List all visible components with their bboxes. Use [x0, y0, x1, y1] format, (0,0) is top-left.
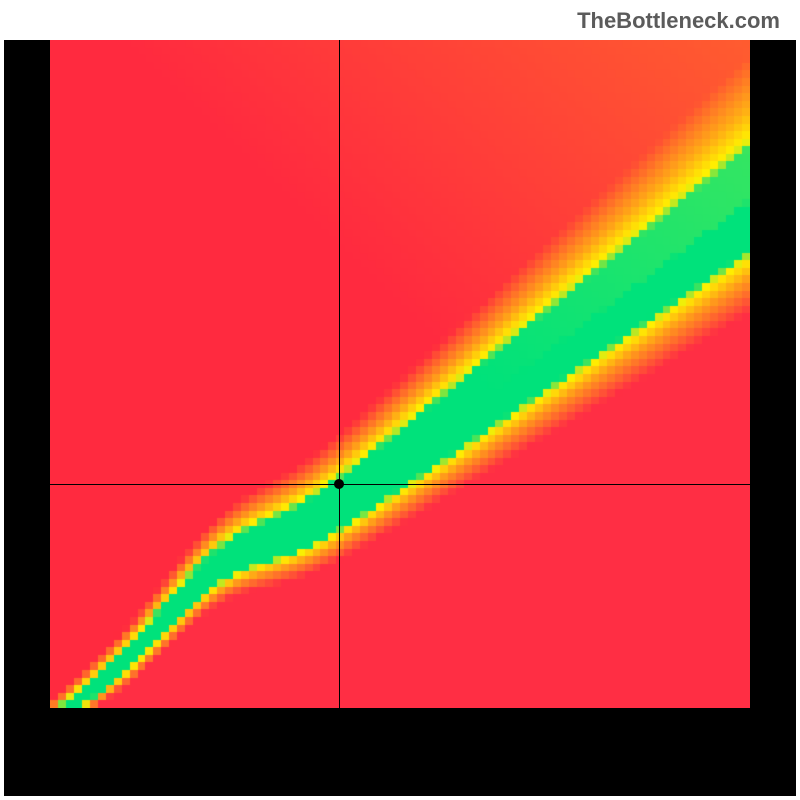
- crosshair-vertical: [339, 40, 340, 708]
- crosshair-horizontal: [50, 484, 750, 485]
- bottleneck-heatmap: [50, 40, 750, 708]
- attribution-text: TheBottleneck.com: [577, 8, 780, 34]
- crosshair-marker: [334, 479, 344, 489]
- plot-area: [50, 40, 750, 708]
